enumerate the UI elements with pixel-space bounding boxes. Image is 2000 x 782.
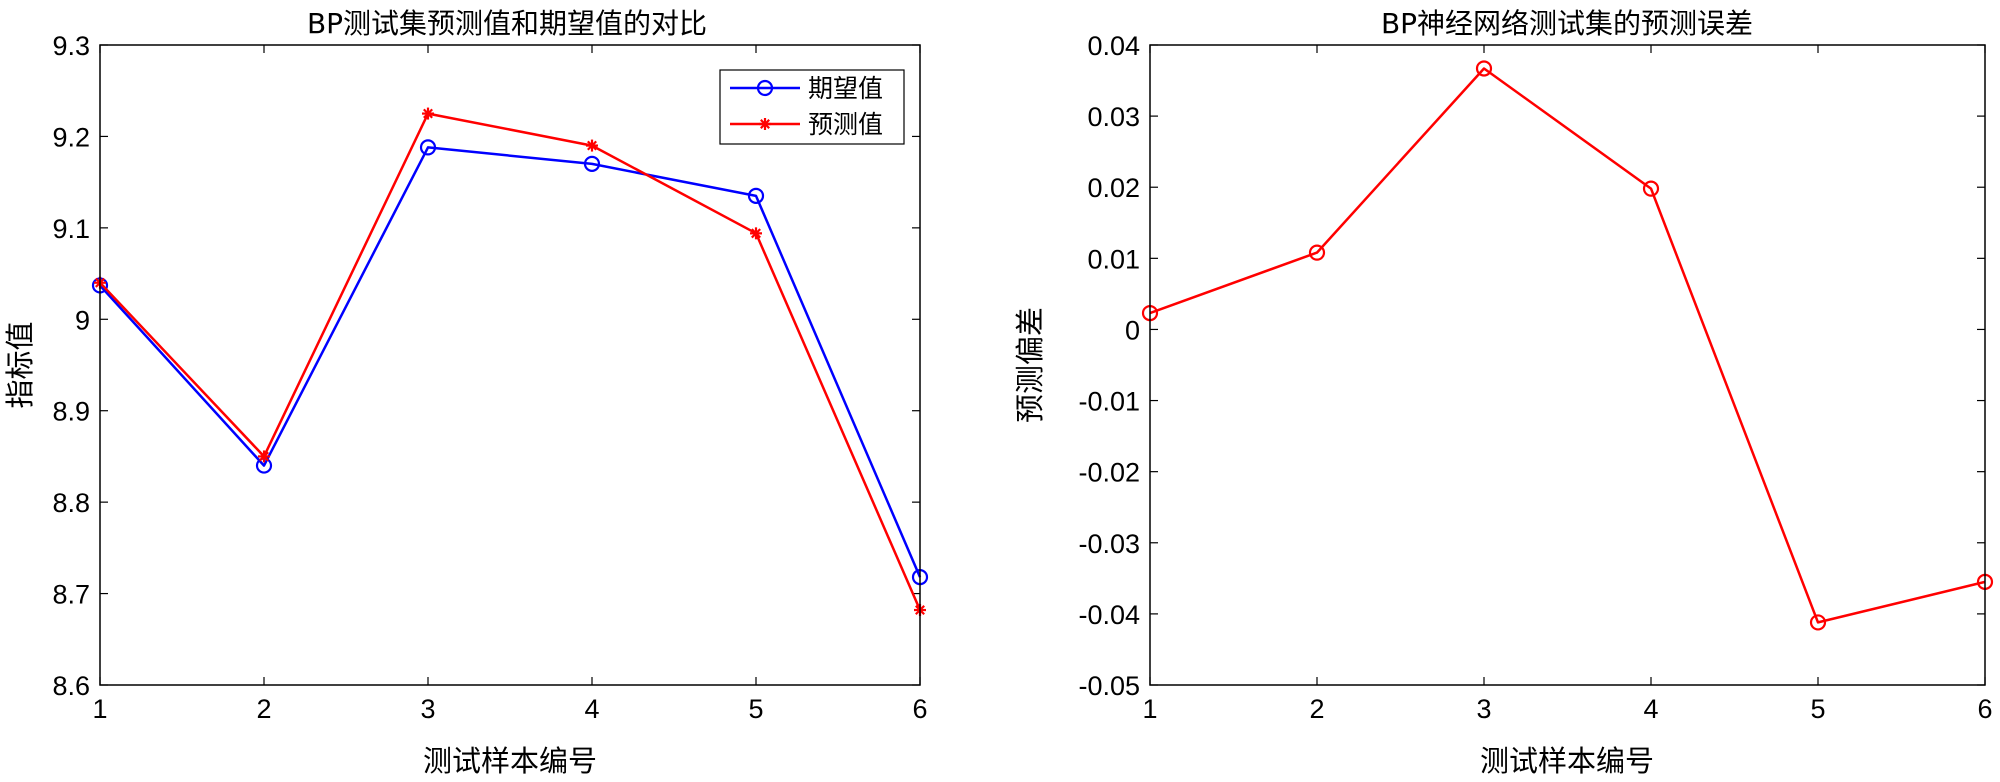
left-xtick-label-5: 6: [912, 694, 927, 724]
right-xtick-label-0: 1: [1142, 694, 1157, 724]
legend-label-predicted: 预测值: [808, 110, 883, 139]
right-ytick-label-8: 0.03: [1087, 102, 1140, 132]
left-ytick-label-7: 9.3: [52, 31, 90, 61]
chart-left-title: BP测试集预测值和期望值的对比: [307, 7, 707, 40]
chart-left-ylabel: 指标值: [3, 321, 37, 408]
left-xtick-label-3: 4: [584, 694, 599, 724]
right-xtick-label-5: 6: [1977, 694, 1992, 724]
left-xtick-label-4: 5: [748, 694, 763, 724]
right-ytick-label-2: -0.03: [1078, 529, 1140, 559]
left-ytick-label-6: 9.2: [52, 122, 90, 152]
right-ytick-label-1: -0.04: [1078, 600, 1140, 630]
right-ytick-label-7: 0.02: [1087, 173, 1140, 203]
left-ytick-label-2: 8.8: [52, 488, 90, 518]
left-series-1-line: [99, 112, 922, 611]
chart-left-legend: 期望值 预测值: [719, 69, 905, 145]
chart-left: BP测试集预测值和期望值的对比 1 2 3 4 5 6 8.6 8.7 8.8 8.9 9 9.1 9.…: [3, 7, 929, 778]
chart-right-title: BP神经网络测试集的预测误差: [1381, 7, 1753, 40]
right-series-0-line: [1149, 67, 1986, 624]
left-xtick-label-1: 2: [256, 694, 271, 724]
left-ytick-label-5: 9.1: [52, 214, 90, 244]
right-series-0-point-2: [1475, 60, 1493, 77]
left-ytick-label-0: 8.6: [52, 671, 90, 701]
chart-left-plot-area: 1 2 3 4 5 6 8.6 8.7 8.8 8.9 9 9.1 9.2 9.3: [52, 31, 929, 724]
right-series-0-point-1: [1308, 244, 1326, 261]
left-series-0-point-3: [583, 155, 601, 172]
legend-marker-predicted: [759, 118, 771, 130]
left-xtick-label-2: 3: [420, 694, 435, 724]
right-xtick-label-1: 2: [1309, 694, 1324, 724]
right-xtick-label-4: 5: [1810, 694, 1825, 724]
chart-right-ylabel: 预测偏差: [1013, 307, 1047, 423]
left-ytick-label-3: 8.9: [52, 397, 90, 427]
chart-right-xlabel: 测试样本编号: [1480, 744, 1654, 778]
chart-right-plot-area: 1 2 3 4 5 6 -0.05 -0.04 -0.03 -0.02 -0.01 0 0.01 0.02…: [1078, 31, 1994, 724]
right-ytick-label-4: -0.01: [1078, 387, 1140, 417]
left-series-0-point-2: [419, 139, 437, 156]
right-ytick-label-3: -0.02: [1078, 458, 1140, 488]
right-ytick-label-0: -0.05: [1078, 671, 1140, 701]
chart-left-axes-box: [99, 44, 921, 686]
left-series-0-point-4: [747, 187, 765, 204]
right-ytick-label-6: 0.01: [1087, 244, 1140, 274]
legend-marker-expected: [756, 79, 774, 97]
legend-item-predicted: 预测值: [730, 110, 883, 139]
left-xtick-label-0: 1: [92, 694, 107, 724]
legend-item-expected: 期望值: [730, 74, 883, 103]
right-xtick-label-3: 4: [1643, 694, 1658, 724]
left-series-0-line: [99, 146, 922, 578]
left-ytick-label-4: 9: [75, 305, 90, 335]
legend-label-expected: 期望值: [808, 74, 883, 103]
left-series-1-point-2: [422, 107, 434, 120]
chart-right-axes-box: [1149, 44, 1986, 686]
chart-right: BP神经网络测试集的预测误差 1 2 3 4 5 6 -0.05 -0.04 -0.03 -0.0…: [1013, 7, 1994, 778]
left-ytick-label-1: 8.7: [52, 580, 90, 610]
right-series-0-point-3: [1642, 180, 1660, 197]
left-series-1-point-3: [586, 139, 598, 152]
left-series-1-point-4: [750, 227, 762, 240]
right-ytick-label-5: 0: [1125, 315, 1140, 345]
chart-left-xlabel: 测试样本编号: [423, 744, 597, 778]
right-ytick-label-9: 0.04: [1087, 31, 1140, 61]
left-series-1-point-1: [258, 450, 270, 463]
legend-box: [719, 69, 905, 145]
right-series-0-point-4: [1809, 614, 1827, 631]
right-xtick-label-2: 3: [1476, 694, 1491, 724]
